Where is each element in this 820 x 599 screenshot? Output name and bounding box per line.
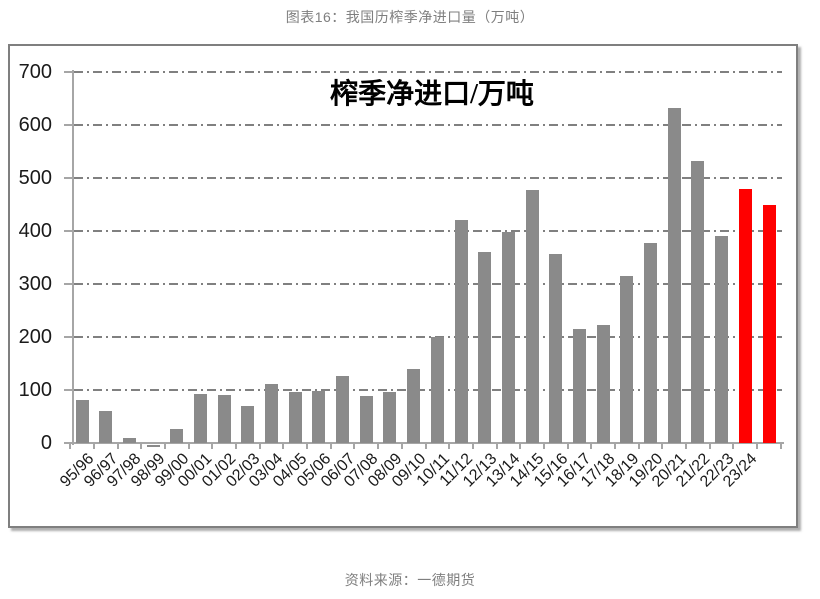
y-axis-tick: [64, 336, 73, 338]
y-axis-label: 500: [18, 167, 52, 189]
y-axis-tick: [64, 177, 73, 179]
x-axis-tick: [353, 444, 356, 449]
y-axis-label: 100: [18, 379, 52, 401]
x-axis-tick: [234, 444, 237, 449]
x-axis-tick: [471, 444, 474, 449]
x-axis-baseline: [64, 442, 784, 444]
gridline-100: [74, 389, 782, 391]
source-note: 资料来源：一德期货: [344, 572, 476, 588]
x-axis-tick: [732, 444, 735, 449]
x-axis-tick: [519, 444, 522, 449]
bar-96/97: [99, 410, 113, 443]
x-axis-tick: [566, 444, 569, 449]
y-axis-tick: [64, 230, 73, 232]
chart-title: 榨季净进口/万吨: [330, 79, 534, 110]
gridline-500: [74, 177, 782, 179]
bar-08/09: [383, 391, 397, 443]
bar-07/08: [359, 396, 373, 443]
x-axis-tick: [92, 444, 95, 449]
bar-21/22: [691, 160, 705, 443]
bar-14/15: [525, 190, 539, 443]
bar-02/03: [241, 406, 255, 443]
x-axis-tick: [211, 444, 214, 449]
x-axis-tick: [116, 444, 119, 449]
bar-95/96: [75, 400, 89, 443]
bar-97/98: [122, 437, 136, 443]
y-axis-label: 400: [18, 220, 52, 242]
bar-98/99: [146, 445, 160, 448]
bar-16/17: [572, 328, 586, 443]
gridline-600: [74, 124, 782, 126]
gridline-700: [74, 71, 782, 73]
x-axis-tick: [377, 444, 380, 449]
x-axis-tick: [685, 444, 688, 449]
y-axis-tick: [64, 124, 73, 126]
bar-05/06: [312, 391, 326, 443]
bar-12/13: [478, 251, 492, 443]
x-axis-tick: [448, 444, 451, 449]
bar-17/18: [596, 324, 610, 443]
x-axis-tick: [495, 444, 498, 449]
bar-99/00: [170, 428, 184, 443]
bar-09/10: [407, 369, 421, 443]
bar-11/12: [454, 220, 468, 443]
gridline-300: [74, 283, 782, 285]
x-axis-tick: [258, 444, 261, 449]
y-axis-tick: [64, 283, 73, 285]
x-axis-tick: [756, 444, 759, 449]
y-axis-label: 0: [40, 432, 52, 454]
x-axis-tick: [779, 444, 782, 449]
bar-01/02: [217, 395, 231, 443]
x-axis-tick: [708, 444, 711, 449]
x-axis-tick: [424, 444, 427, 449]
bar-20/21: [667, 107, 681, 443]
bar-10/11: [430, 337, 444, 443]
x-axis-tick: [542, 444, 545, 449]
chart-frame: 榨季净进口/万吨 0 100 200 300 400 500 600 700 95/96 96/9…: [8, 44, 798, 528]
x-axis-tick: [187, 444, 190, 449]
x-axis-tick: [163, 444, 166, 449]
bar-04/05: [288, 391, 302, 443]
bar-13/14: [501, 232, 515, 443]
y-axis-label: 300: [18, 273, 52, 295]
x-axis-tick: [400, 444, 403, 449]
bar-15/16: [549, 253, 563, 443]
y-axis-label: 600: [18, 114, 52, 136]
x-axis-tick: [590, 444, 593, 449]
x-axis-tick: [69, 444, 72, 449]
x-axis-tick: [637, 444, 640, 449]
bar-03/04: [265, 383, 279, 443]
bar-23/24: [738, 188, 752, 443]
x-axis-tick: [306, 444, 309, 449]
bar-last: [762, 204, 776, 443]
y-axis-tick: [64, 389, 73, 391]
bar-00/01: [193, 393, 207, 443]
y-axis-label: 700: [18, 61, 52, 83]
y-axis-label: 200: [18, 326, 52, 348]
x-axis-tick: [614, 444, 617, 449]
y-axis-tick: [64, 71, 73, 73]
x-axis-tick: [282, 444, 285, 449]
bar-18/19: [620, 276, 634, 443]
bar-19/20: [644, 243, 658, 443]
plot-area: 榨季净进口/万吨 0 100 200 300 400 500 600 700 95/96 96/9…: [10, 46, 796, 526]
gridline-400: [74, 230, 782, 232]
x-axis-tick: [329, 444, 332, 449]
x-axis-tick: [661, 444, 664, 449]
bar-06/07: [336, 375, 350, 443]
page-title: 图表16：我国历榨季净进口量（万吨）: [285, 9, 535, 25]
bar-22/23: [715, 236, 729, 443]
y-axis-line: [72, 70, 74, 445]
gridline-200: [74, 336, 782, 338]
x-axis-tick: [140, 444, 143, 449]
